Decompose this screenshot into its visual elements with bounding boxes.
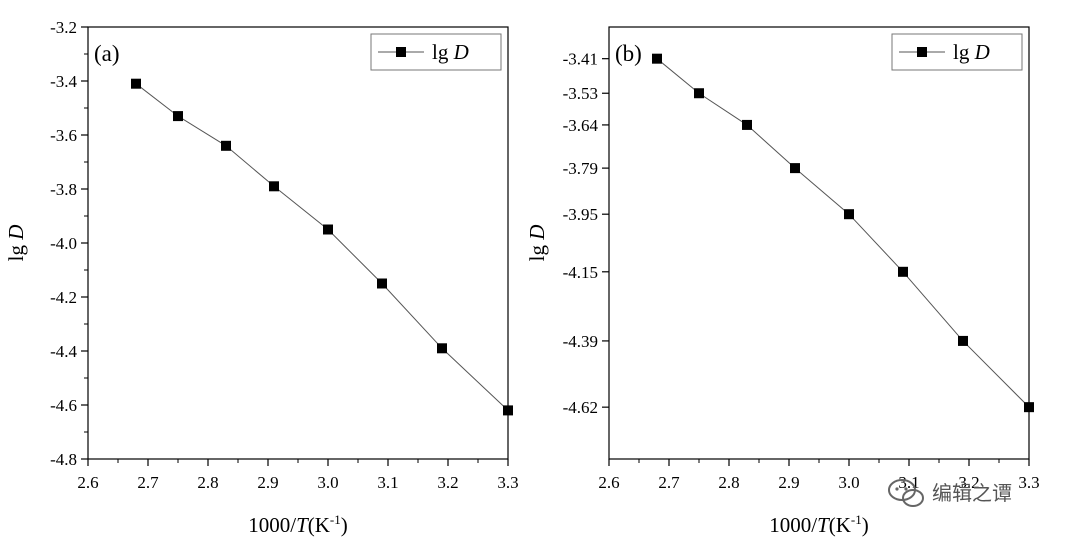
x-axis-title-unit: (K <box>829 513 851 537</box>
y-axis-title-var: D <box>525 225 549 241</box>
legend-label-name: lg <box>953 40 975 64</box>
legend-label-var: D <box>974 40 990 64</box>
y-tick-label: -3.2 <box>50 18 77 37</box>
x-tick-label: 2.7 <box>658 473 680 492</box>
x-axis-title-prefix: 1000/ <box>248 513 296 537</box>
y-axis-title-var: D <box>4 225 28 241</box>
x-axis-title-var: T <box>296 513 309 537</box>
y-tick-label: -4.0 <box>50 234 77 253</box>
x-tick-label: 3.0 <box>317 473 338 492</box>
x-axis-title-sup: -1 <box>330 512 341 527</box>
legend-marker <box>917 47 927 57</box>
data-point <box>221 140 231 151</box>
legend-label: lg D <box>953 40 990 64</box>
y-tick-label: -3.8 <box>50 180 77 199</box>
x-tick-label: 2.7 <box>137 473 159 492</box>
x-axis-title-prefix: 1000/ <box>769 513 817 537</box>
y-tick-label: -3.53 <box>563 84 598 103</box>
data-point <box>131 78 141 89</box>
data-point <box>173 111 183 122</box>
legend-marker <box>396 47 406 57</box>
data-point <box>694 88 704 99</box>
watermark: 编辑之谭 <box>888 479 1012 507</box>
data-point <box>790 163 800 174</box>
series-line <box>656 58 1030 408</box>
x-tick-label: 2.9 <box>257 473 278 492</box>
y-axis-title-prefix: lg <box>4 240 28 262</box>
x-tick-label: 3.2 <box>958 473 979 492</box>
plot-frame <box>87 26 509 460</box>
x-tick-label: 2.6 <box>77 473 98 492</box>
x-axis-title-unit: (K <box>308 513 330 537</box>
y-tick-label: -3.95 <box>563 205 598 224</box>
y-tick-label: -3.41 <box>563 50 598 69</box>
y-axis-title: lg D <box>525 225 549 262</box>
legend-label-var: D <box>453 40 469 64</box>
chart-panel-a: 2.6 2.7 2.8 2.9 3.0 3.1 3.2 3.3 -3.2 -3.4 -3.6 -3.8… <box>4 18 519 537</box>
legend: lg D <box>891 33 1023 71</box>
y-axis-title-prefix: lg <box>525 240 549 262</box>
y-tick-label: -3.64 <box>563 116 599 135</box>
x-tick-label: 3.3 <box>497 473 518 492</box>
series-line <box>135 83 509 411</box>
y-tick-label: -4.6 <box>50 396 77 415</box>
y-axis-title: lg D <box>4 225 28 262</box>
panel-label: (b) <box>615 41 642 66</box>
data-point <box>742 119 752 130</box>
data-point <box>958 335 968 346</box>
data-point <box>1024 402 1034 413</box>
y-tick-label: -4.8 <box>50 450 77 469</box>
y-tick-label: -4.39 <box>563 332 598 351</box>
panel-label: (a) <box>94 41 120 66</box>
x-axis-title-close: ) <box>862 513 869 537</box>
watermark-text: 编辑之谭 <box>932 481 1012 505</box>
x-tick-label: 3.2 <box>437 473 458 492</box>
x-axis-title-var: T <box>817 513 830 537</box>
x-tick-label: 3.1 <box>377 473 398 492</box>
y-tick-label: -4.2 <box>50 288 77 307</box>
data-point <box>503 405 513 416</box>
x-axis-title: 1000/T(K-1) <box>248 512 348 537</box>
data-point <box>269 181 279 192</box>
y-tick-label: -4.4 <box>50 342 77 361</box>
y-tick-label: -3.79 <box>563 159 598 178</box>
data-point <box>898 266 908 277</box>
x-tick-label: 2.8 <box>197 473 218 492</box>
y-tick-label: -4.15 <box>563 263 598 282</box>
legend-box <box>891 33 1023 71</box>
data-point <box>377 278 387 289</box>
x-tick-label: 2.8 <box>718 473 739 492</box>
legend-label-name: lg <box>432 40 454 64</box>
legend-label: lg D <box>432 40 469 64</box>
x-axis-title-sup: -1 <box>851 512 862 527</box>
y-tick-label: -3.4 <box>50 72 77 91</box>
y-tick-label: -4.62 <box>563 398 598 417</box>
data-point <box>323 224 333 235</box>
plot-frame <box>608 26 1030 460</box>
x-tick-label: 3.3 <box>1018 473 1039 492</box>
legend-box <box>370 33 502 71</box>
x-tick-label: 3.0 <box>838 473 859 492</box>
x-axis-title-close: ) <box>341 513 348 537</box>
data-point <box>437 343 447 354</box>
data-point <box>652 53 662 64</box>
x-tick-label: 2.6 <box>598 473 619 492</box>
chart-panel-b: 2.6 2.7 2.8 2.9 3.0 3.1 3.2 3.3-3.41-3.53-3.64-… <box>525 26 1040 537</box>
y-tick-label: -3.6 <box>50 126 77 145</box>
x-axis-title: 1000/T(K-1) <box>769 512 869 537</box>
data-point <box>844 209 854 220</box>
wechat-icon <box>888 479 924 507</box>
x-tick-label: 2.9 <box>778 473 799 492</box>
legend: lg D <box>370 33 502 71</box>
